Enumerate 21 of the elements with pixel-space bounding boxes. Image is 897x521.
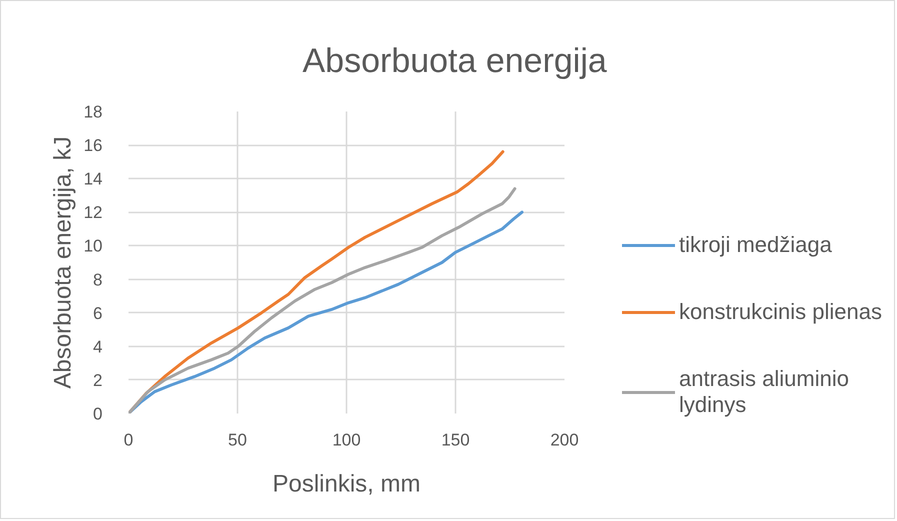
legend-label: tikroji medžiaga — [679, 232, 832, 258]
x-tick-label: 200 — [550, 430, 579, 450]
x-tick-label: 150 — [441, 430, 470, 450]
x-tick-label: 50 — [228, 430, 247, 450]
y-tick-label: 18 — [84, 102, 103, 122]
y-axis-title: Absorbuota energija, kJ — [50, 136, 77, 389]
x-tick-label: 100 — [332, 430, 361, 450]
y-tick-label: 14 — [84, 170, 103, 189]
legend-label: antrasis aliuminio lydinys — [679, 366, 849, 418]
y-tick-label: 6 — [93, 304, 103, 323]
y-tick-label: 8 — [93, 270, 103, 290]
x-axis-title: Poslinkis, mm — [272, 470, 421, 498]
legend-label: konstrukcinis plienas — [679, 299, 882, 325]
x-tick-label: 0 — [124, 430, 134, 450]
chart-title: Absorbuota energija — [302, 42, 607, 80]
y-tick-label: 4 — [93, 337, 103, 356]
y-tick-label: 10 — [84, 236, 103, 256]
y-tick-label: 16 — [84, 136, 103, 156]
y-tick-label: 0 — [93, 404, 103, 424]
y-tick-label: 12 — [84, 203, 103, 222]
y-tick-label: 2 — [93, 370, 103, 390]
